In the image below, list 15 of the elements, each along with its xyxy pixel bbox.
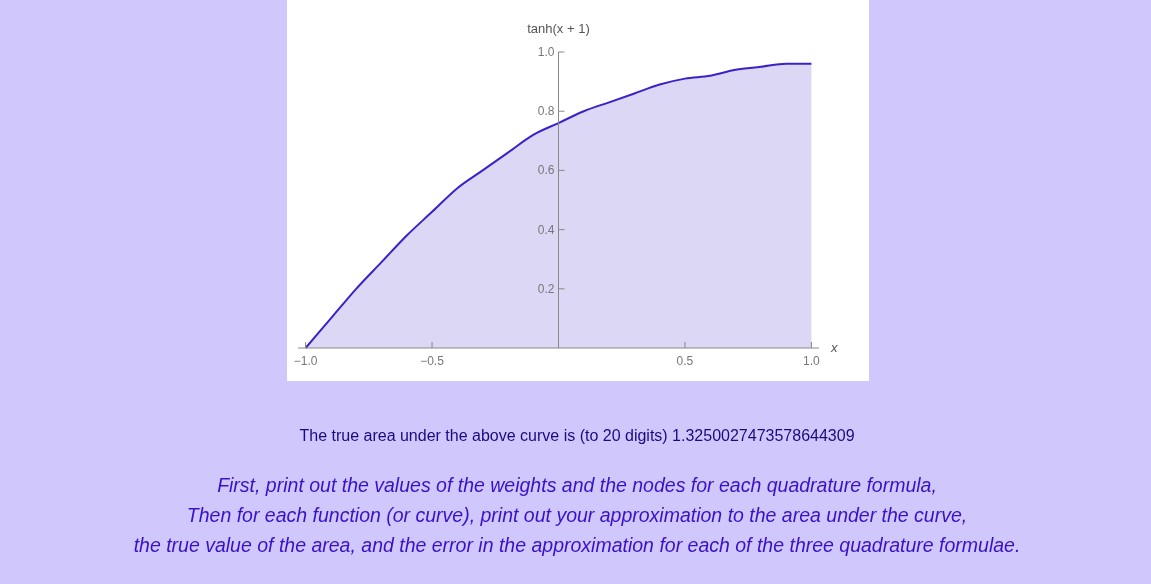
text: Then for each function (or curve), print out your approximation to the area under the curve, (186, 504, 968, 526)
y-tick-label: 1.0 (537, 45, 555, 59)
text: The true area under the above curve is (to 20 digits) 1.3250027473578644309 (299, 427, 855, 444)
x-tick-label: 1.0 (803, 354, 821, 368)
text: First, print out the values of the weights and the nodes for each quadrature formula, (217, 474, 937, 496)
y-tick-label: 0.6 (537, 163, 555, 178)
y-axis-title: tanh(x + 1) (527, 21, 590, 36)
x-tick-label: −1.0 (293, 354, 318, 368)
x-tick-label: 0.5 (676, 354, 694, 368)
y-tick-label: 0.2 (537, 281, 555, 296)
y-tick-label: 0.8 (537, 104, 555, 119)
text: the true value of the area, and the error in the approximation for each of the three quadrature formulae. (133, 534, 1021, 556)
y-tick-label: 0.4 (537, 222, 555, 237)
x-axis-title: x (830, 340, 838, 355)
x-tick-label: −0.5 (420, 354, 445, 368)
